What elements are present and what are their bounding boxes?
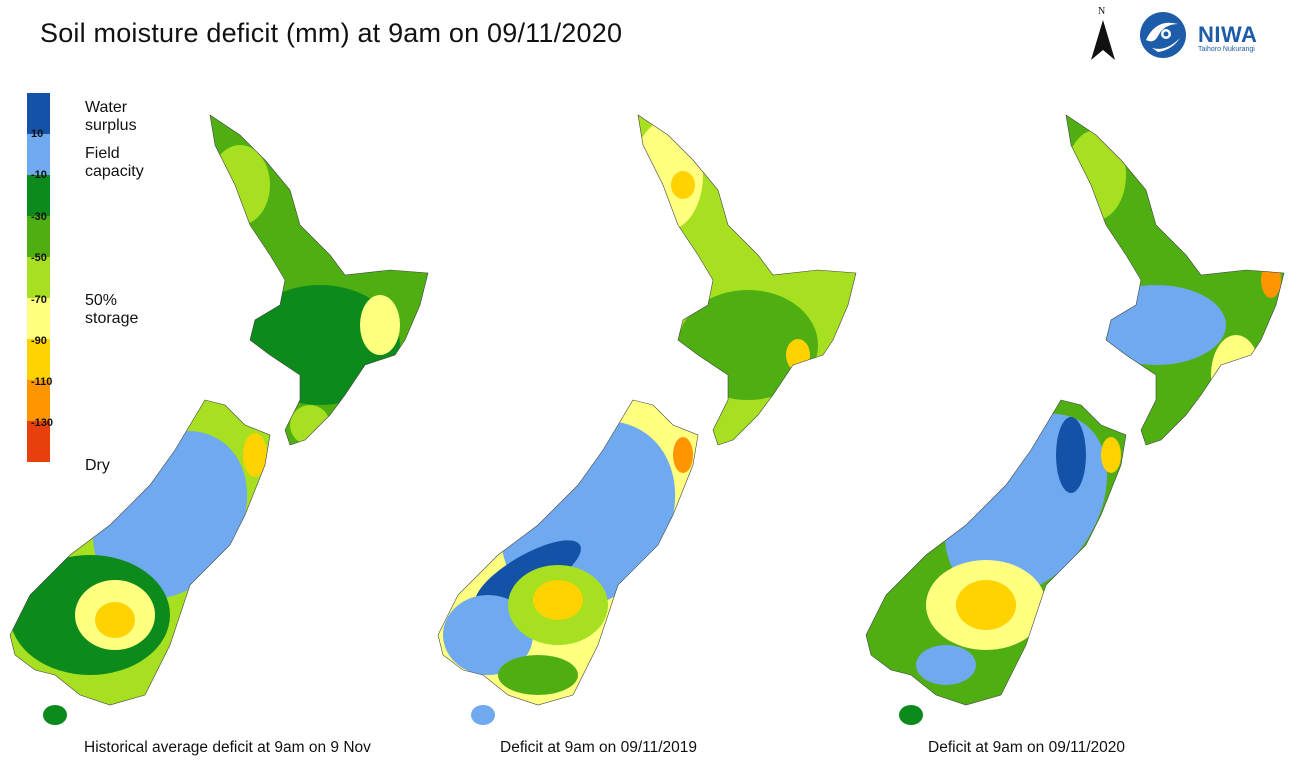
legend-swatch <box>27 257 50 298</box>
legend-water-surplus: Water surplus <box>85 99 137 134</box>
legend-swatch <box>27 134 50 175</box>
legend-tick: 10 <box>31 128 44 140</box>
color-legend <box>27 93 50 462</box>
caption-2019: Deficit at 9am on 09/11/2019 <box>500 739 698 756</box>
logo-tagline: Taihoro Nukurangi <box>1198 46 1255 53</box>
legend-tick: -30 <box>31 211 47 223</box>
niwa-logo: NIWA Taihoro Nukurangi <box>1136 10 1286 60</box>
map-2020 <box>865 114 1285 725</box>
logo-wordmark: NIWA <box>1198 22 1258 47</box>
niwa-logo-icon <box>1140 12 1186 58</box>
legend-swatch <box>27 380 50 421</box>
north-arrow-icon: N <box>1088 6 1118 62</box>
legend-tick: -130 <box>31 417 54 429</box>
legend-swatch <box>27 216 50 257</box>
legend-tick: -50 <box>31 252 47 264</box>
legend-tick: -70 <box>31 294 47 306</box>
legend-tick: -10 <box>31 169 47 181</box>
legend-tick: -110 <box>31 376 53 388</box>
legend-tick: -90 <box>31 335 47 347</box>
map-title: Soil moisture deficit (mm) at 9am on 09/… <box>40 18 623 48</box>
north-label: N <box>1098 6 1106 17</box>
legend-swatch <box>27 298 50 339</box>
legend-swatch <box>27 339 50 380</box>
legend-storage: 50% storage <box>85 292 139 327</box>
caption-historical: Historical average deficit at 9am on 9 N… <box>84 739 371 756</box>
legend-dry: Dry <box>85 457 110 474</box>
legend-swatch <box>27 421 50 462</box>
caption-2020: Deficit at 9am on 09/11/2020 <box>928 739 1126 756</box>
legend-field-capacity: Field capacity <box>85 145 144 180</box>
map-2019 <box>437 114 857 725</box>
map-historical-average <box>9 114 429 725</box>
legend-swatch <box>27 93 50 134</box>
legend-swatch <box>27 175 50 216</box>
